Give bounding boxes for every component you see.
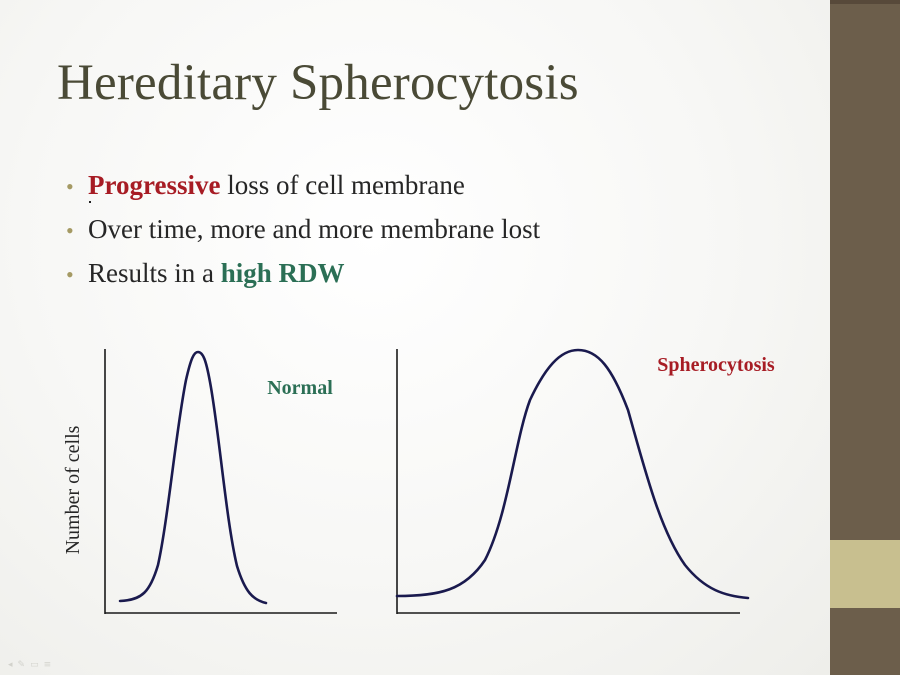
- slide-background: [0, 0, 830, 675]
- sidebar-top-edge: [830, 0, 900, 4]
- bullet-item-high-rdw: • Results in a high RDW: [66, 252, 540, 296]
- normal-chart: Normal Number of cells: [62, 349, 337, 614]
- bullet-text: Over time, more and more membrane lost: [88, 214, 541, 244]
- slide-title: Hereditary Spherocytosis: [57, 55, 579, 111]
- slide-controls: ◂✎▭≡: [8, 660, 56, 670]
- bullet-item-progressive: • Progressive loss of cell membrane: [66, 164, 540, 208]
- bullet-text: loss of cell membrane: [220, 170, 465, 200]
- spherocytosis-chart: Spherocytosis: [395, 348, 775, 614]
- sidebar-accent-band: [830, 540, 900, 608]
- rdw-distribution-figure: Normal Number of cells Spherocytosis: [62, 348, 775, 614]
- y-axis-label: Number of cells: [62, 425, 84, 554]
- normal-distribution-curve: [118, 350, 268, 605]
- stray-mark: [89, 201, 91, 203]
- spherocytosis-distribution-curve: [395, 348, 750, 600]
- back-icon[interactable]: ◂: [8, 660, 18, 670]
- bullet-icon: •: [66, 262, 74, 287]
- pen-icon[interactable]: ✎: [17, 660, 31, 670]
- bullet-text: Results in a: [88, 258, 221, 288]
- progressive-highlight: Progressive: [88, 170, 221, 200]
- bullet-list: • Progressive loss of cell membrane • Over…: [66, 164, 540, 296]
- bullet-icon: •: [66, 218, 74, 243]
- bullet-icon: •: [66, 174, 74, 199]
- high-rdw-highlight: high RDW: [220, 258, 345, 288]
- spherocytosis-chart-title: Spherocytosis: [657, 354, 775, 376]
- normal-chart-title: Normal: [267, 377, 333, 399]
- menu-icon[interactable]: ≡: [43, 660, 57, 670]
- slides-icon[interactable]: ▭: [30, 660, 44, 670]
- bullet-item-over-time: • Over time, more and more membrane lost: [66, 208, 540, 252]
